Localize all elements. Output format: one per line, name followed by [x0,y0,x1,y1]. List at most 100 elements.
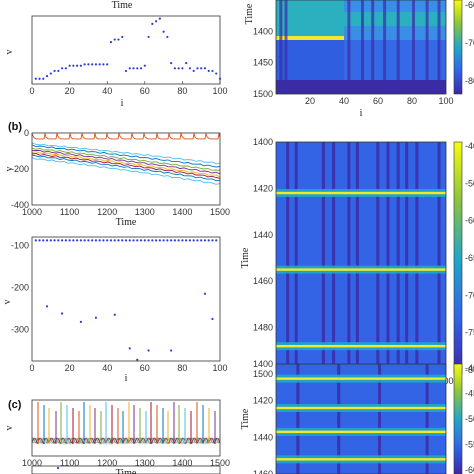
plot-area-a-heatmap [275,0,447,95]
heatmap-region [344,40,446,80]
data-point [87,239,90,242]
x-tick-label: 1000 [22,207,42,217]
y-tick-label: 0 [24,128,29,138]
x-tick-label: 1200 [97,458,117,468]
x-tick-label: 40 [102,86,112,96]
y-tick-label: 1400 [253,26,273,36]
data-point [87,63,90,66]
heatmap-band-peak [276,268,446,271]
data-point [102,239,105,242]
data-point [188,239,192,242]
y-axis-label: v [4,167,15,172]
data-point [128,67,131,70]
data-point [64,67,67,70]
colorbar-tick-label: -55 [465,440,474,450]
x-tick-label: 1500 [210,207,230,217]
data-point [98,239,101,242]
x-tick-label: 1200 [97,207,117,217]
x-tick-label: 20 [305,96,315,106]
heatmap-stripe [284,0,288,94]
data-point [170,61,173,65]
colorbar [453,141,463,375]
series-line [31,153,221,179]
heatmap-b-heatmap [276,141,463,375]
y-tick-label: 1420 [253,396,273,406]
data-point [151,22,154,25]
data-point [64,239,67,242]
heatmap-stripe [337,364,341,474]
series-line [31,151,221,178]
heatmap-c-heatmap [276,363,463,474]
colorbar-tick-label: -80 [465,76,474,86]
data-point [203,67,207,70]
colorbar-tick-label: -65 [465,253,474,263]
traces-b [31,131,221,185]
plot-area-b-scatter [31,236,221,362]
heatmap-stripe [286,142,290,374]
heatmap-stripe [332,142,336,374]
x-tick-label: 60 [140,363,150,373]
data-point [151,239,154,242]
y-tick-label: 1500 [253,89,273,99]
data-point [45,305,49,308]
y-tick-label: 1400 [253,137,273,147]
x-axis-label: i [125,373,128,384]
data-point [173,67,176,70]
heatmap-stripe [396,0,400,94]
colorbar-tick-label: -45 [465,389,474,399]
data-point [196,239,199,242]
heatmap-stripe [371,0,375,94]
data-point [162,239,165,242]
colorbar [453,363,463,474]
data-point [94,63,98,66]
panel-label-c: (c) [8,399,22,411]
colorbar-tick-label: -80 [465,365,474,375]
data-point [53,239,56,242]
data-point [154,20,158,23]
heatmap-stripe [296,364,300,474]
series-line [31,157,221,185]
heatmap-stripe [347,142,351,374]
heatmap-band-peak [276,36,344,40]
data-point [38,77,41,80]
data-point [45,75,49,78]
x-tick-label: 20 [65,363,75,373]
y-tick-label: 1440 [253,432,273,442]
colorbar [453,0,463,95]
data-point [211,239,214,242]
heatmap-region [344,12,446,26]
data-point [139,239,143,242]
panel-label-b: (b) [8,121,22,133]
heatmap-stripe [405,142,409,374]
colorbar-tick-label: -70 [465,38,474,48]
plot-area-c-scatter-clipped [31,465,221,474]
x-tick-label: 1100 [60,458,79,468]
data-point [109,41,113,44]
colorbar-tick-label: -40 [465,363,474,373]
data-point [121,35,124,39]
data-point [60,67,64,70]
data-point [200,239,203,242]
heatmap-band-peak [276,406,446,410]
series-line [31,437,221,445]
data-point [173,239,176,242]
series-line [31,154,221,182]
y-tick-label: 1440 [253,230,273,240]
y-tick-label: -200 [11,282,29,292]
data-point [68,64,71,67]
heatmap-stripe [321,142,325,374]
axis-label-time-top: Time [112,0,133,11]
colorbar-tick-label: -60 [465,0,474,10]
plot-area-c-heatmap [275,363,447,474]
data-point [158,239,161,242]
heatmap-stripe [378,364,381,474]
data-point [200,67,203,70]
data-point [38,239,41,242]
data-point [136,67,139,70]
data-point [57,239,60,242]
plot-area-b-traces [31,132,221,206]
x-tick-label: 1000 [22,458,42,468]
data-point [117,38,120,41]
data-point [49,239,52,242]
data-point [154,239,158,242]
